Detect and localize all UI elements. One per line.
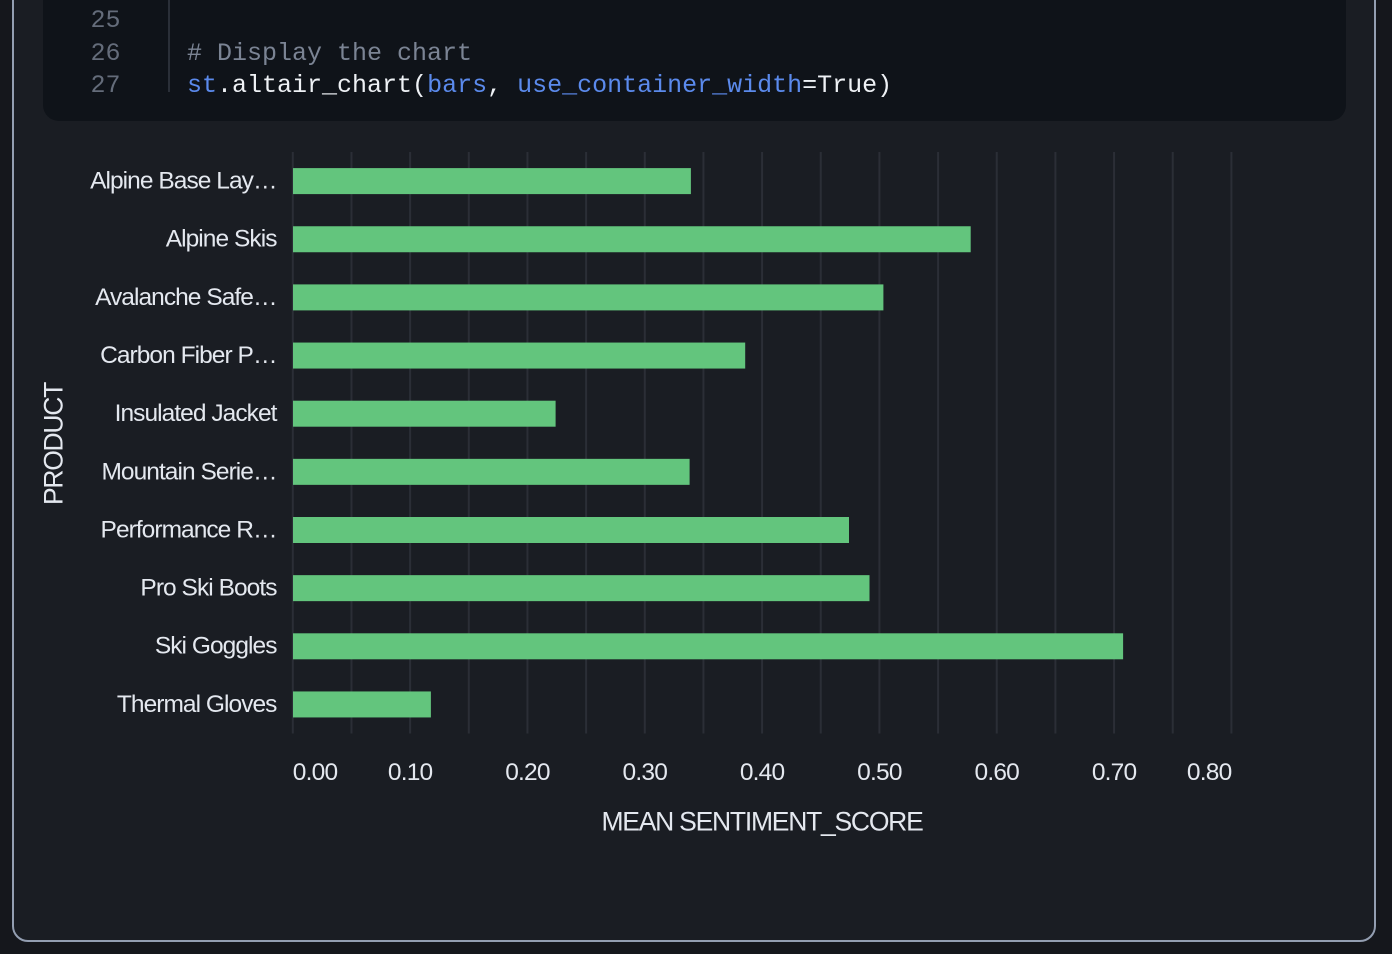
svg-text:Thermal Gloves: Thermal Gloves [117, 691, 277, 718]
svg-text:0.50: 0.50 [857, 759, 902, 786]
svg-text:0.80: 0.80 [1187, 759, 1232, 786]
svg-text:Avalanche Safe…: Avalanche Safe… [95, 284, 276, 311]
svg-text:MEAN SENTIMENT_SCORE: MEAN SENTIMENT_SCORE [601, 806, 923, 836]
svg-text:PRODUCT: PRODUCT [39, 382, 69, 505]
svg-text:Performance R…: Performance R… [101, 516, 277, 543]
svg-text:Mountain Serie…: Mountain Serie… [101, 458, 276, 485]
svg-text:0.00: 0.00 [293, 759, 338, 786]
svg-text:0.70: 0.70 [1092, 759, 1137, 786]
svg-text:0.30: 0.30 [623, 759, 668, 786]
svg-text:Carbon Fiber P…: Carbon Fiber P… [100, 342, 276, 369]
svg-text:Alpine Base Lay…: Alpine Base Lay… [90, 168, 276, 195]
svg-text:Pro Ski Boots: Pro Ski Boots [140, 575, 277, 602]
svg-text:0.60: 0.60 [975, 759, 1020, 786]
svg-text:Alpine Skis: Alpine Skis [166, 226, 277, 253]
svg-text:0.10: 0.10 [388, 759, 433, 786]
svg-text:0.20: 0.20 [505, 759, 550, 786]
svg-text:Ski Goggles: Ski Goggles [155, 633, 277, 660]
svg-text:0.40: 0.40 [740, 759, 785, 786]
svg-text:Insulated Jacket: Insulated Jacket [115, 400, 278, 427]
